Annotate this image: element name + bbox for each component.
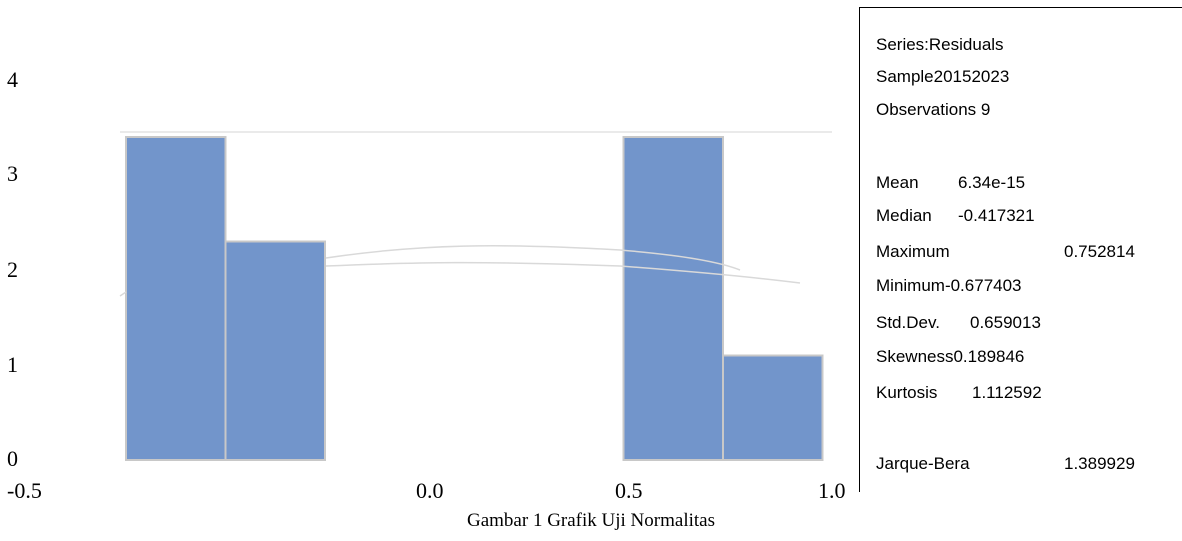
- stat-stddev-label: Std.Dev.: [876, 313, 940, 332]
- stat-kurtosis-value: 1.112592: [972, 383, 1042, 402]
- normal-curve-upper: [325, 245, 741, 271]
- stat-sample: Sample20152023: [876, 67, 1010, 86]
- x-tick-label: 1.0: [818, 478, 846, 503]
- histogram-bar: [722, 354, 824, 461]
- y-tick-label: 2: [7, 257, 18, 282]
- stat-mean-value: 6.34e-15: [958, 173, 1026, 192]
- stat-minimum: Minimum-0.677403: [876, 276, 1022, 295]
- figure-caption: Gambar 1 Grafik Uji Normalitas: [467, 510, 715, 531]
- y-tick-label: 1: [7, 352, 18, 377]
- y-tick-label: 4: [7, 67, 18, 92]
- stat-jarque-bera-label: Jarque-Bera: [876, 454, 970, 473]
- x-tick-label: 0.0: [416, 478, 444, 503]
- stat-median-value: -0.417321: [958, 206, 1035, 225]
- stat-maximum-label: Maximum: [876, 242, 950, 261]
- histogram-bar: [224, 240, 326, 461]
- x-tick-label: 0.5: [615, 478, 643, 503]
- histogram-bar: [622, 136, 724, 461]
- stat-mean-label: Mean: [876, 173, 919, 192]
- x-tick-label: -0.5: [7, 478, 42, 503]
- statistics-panel: [859, 7, 1182, 492]
- stat-observations: Observations 9: [876, 100, 991, 119]
- histogram-chart: 0 1 2 3 4 -0.5 0.0 0.5 1.0: [7, 67, 846, 503]
- y-tick-label: 3: [7, 161, 18, 186]
- bars-layer: [125, 136, 824, 461]
- histogram-bar: [125, 136, 227, 461]
- stat-stddev-value: 0.659013: [970, 313, 1041, 332]
- normal-curve-lower: [325, 261, 801, 284]
- normal-curve-left-stub: [119, 291, 127, 297]
- stat-series: Series:Residuals: [876, 35, 1004, 54]
- stat-skewness: Skewness0.189846: [876, 347, 1025, 366]
- stat-median-label: Median: [876, 206, 932, 225]
- stat-maximum-value: 0.752814: [1064, 242, 1135, 261]
- y-tick-label: 0: [7, 446, 18, 471]
- stat-kurtosis-label: Kurtosis: [876, 383, 938, 402]
- stat-jarque-bera-value: 1.389929: [1064, 454, 1135, 473]
